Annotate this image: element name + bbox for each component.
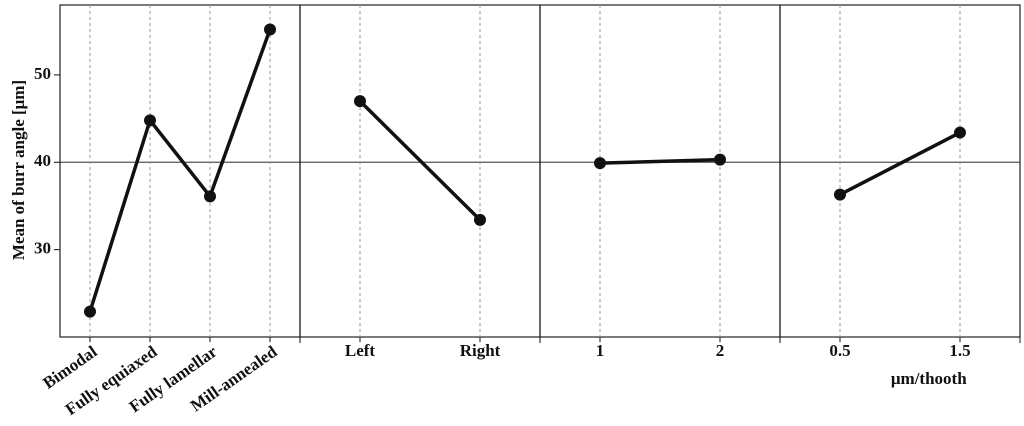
effect-line [599,157,721,165]
panel-frame [779,4,1021,338]
effect-point [144,114,156,127]
effect-line [358,99,482,222]
x-tick-label: 0.5 [829,341,850,360]
effect-point [714,153,726,166]
x-tick-label: 1.5 [949,341,970,360]
effect-line [88,28,272,313]
effect-point [354,95,366,108]
effect-point [474,213,486,226]
effect-point [594,157,606,170]
effect-point [264,23,276,36]
panel-frame [299,4,541,338]
x-tick-label: 2 [716,341,725,360]
y-axis-label: Mean of burr angle [μm] [9,80,28,260]
x-tick-label: Right [460,341,501,360]
y-tick-label: 30 [34,239,51,258]
y-tick-label: 40 [34,151,51,170]
effect-point [84,305,96,318]
x-tick-label: 1 [596,341,605,360]
effect-point [954,126,966,139]
effect-point [204,190,216,203]
effect-line [839,131,961,197]
x-axis-label: μm/thooth [891,369,967,388]
panel-frame [539,4,781,338]
effect-point [834,188,846,201]
y-tick-label: 50 [34,64,51,83]
x-tick-label: Left [345,341,376,360]
